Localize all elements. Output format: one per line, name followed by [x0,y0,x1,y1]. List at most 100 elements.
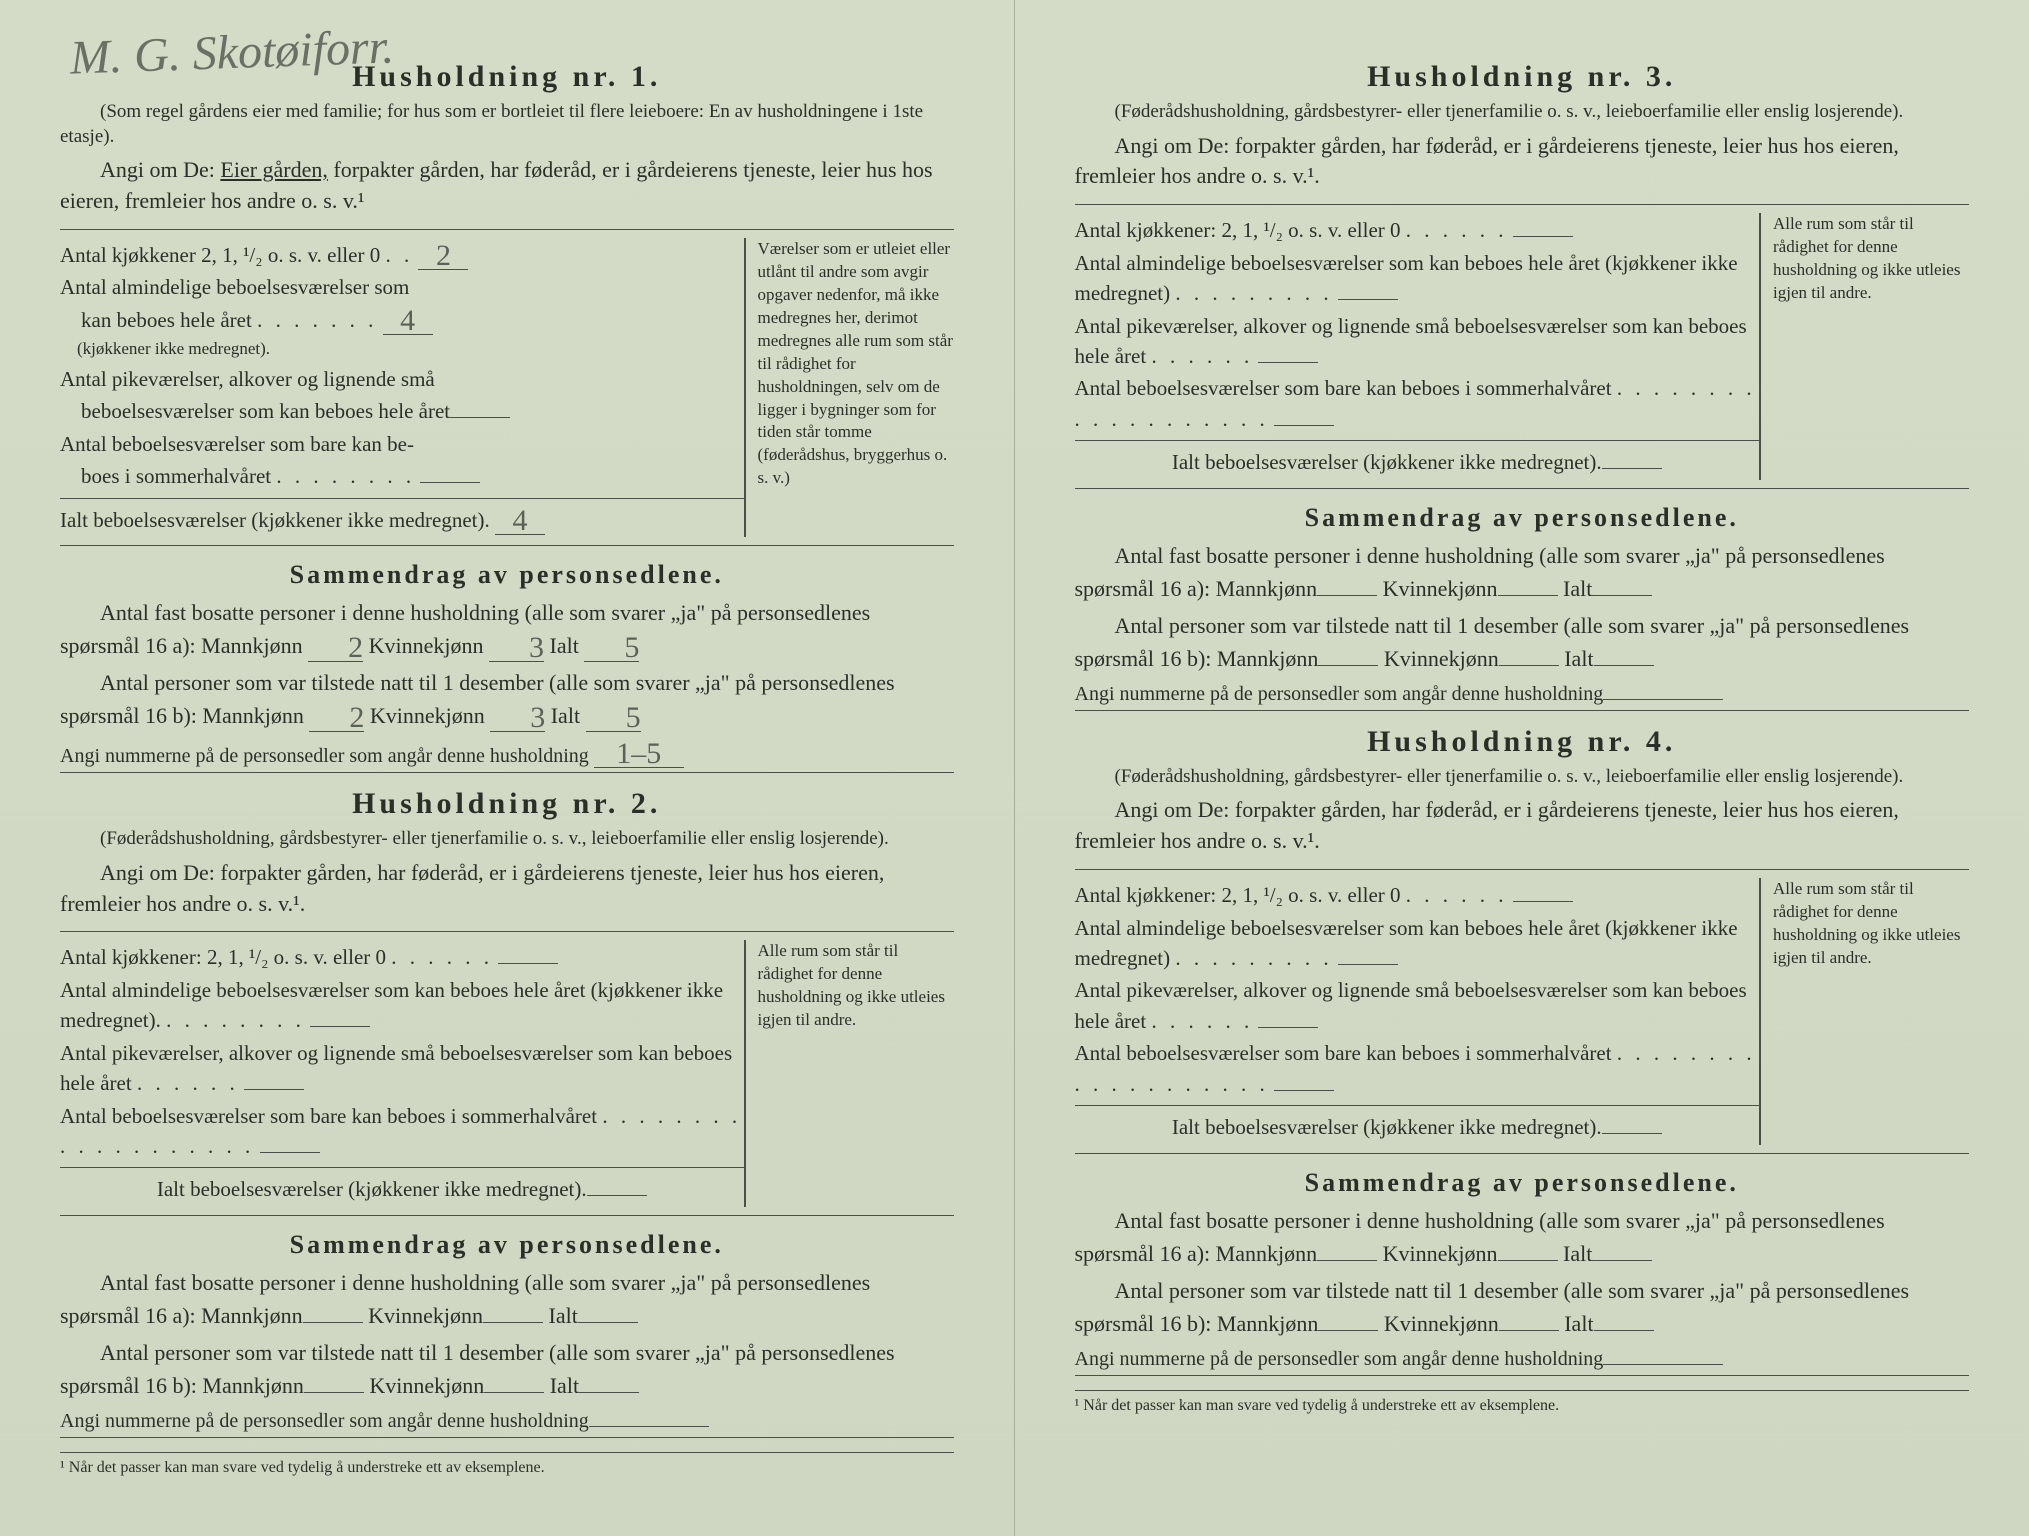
ialt-label-h2b: Ialt [550,1373,579,1398]
nummer-value-2[interactable] [589,1426,709,1427]
summer-rooms-value-2[interactable] [260,1152,320,1153]
household-2-title: Husholdning nr. 2. [60,787,954,821]
nummer-label-3: Angi nummerne på de personsedler som ang… [1075,683,1604,705]
summary-4-title: Sammendrag av personsedlene. [1075,1168,1970,1198]
resident-para-2: Antal fast bosatte personer i denne hush… [60,1266,954,1332]
mann-label-h2b: Mannkjønn [202,1373,303,1398]
nummer-label: Angi nummerne på de personsedler som ang… [60,745,589,767]
present-m-4[interactable] [1318,1330,1378,1331]
resident-m-4[interactable] [1317,1260,1377,1261]
rooms-value-4[interactable] [1338,964,1398,965]
present-total-4[interactable] [1594,1330,1654,1331]
kitchens-label-2: Antal kjøkkener: 2, 1, ¹/₂ o. s. v. elle… [60,945,386,969]
present-m[interactable]: 2 [309,704,364,732]
present-k-3[interactable] [1499,665,1559,666]
resident-k-4[interactable] [1498,1260,1558,1261]
nummer-label-4: Angi nummerne på de personsedler som ang… [1075,1348,1604,1370]
summer-rooms-value[interactable] [420,482,480,483]
household-3-instruction: Angi om De: forpakter gården, har føderå… [1075,131,1970,193]
kitchens-value[interactable]: 2 [418,242,468,270]
total-rooms-value-4[interactable] [1602,1133,1662,1134]
summer-rooms-h4: Antal beboelsesværelser som bare kan beb… [1075,1041,1612,1065]
kitchens-value-2[interactable] [498,963,558,964]
present-m-2[interactable] [304,1392,364,1393]
resident-total-3[interactable] [1592,595,1652,596]
household-1-subtitle: (Som regel gårdens eier med familie; for… [60,100,954,149]
ialt-label: Ialt [550,633,579,658]
present-para-4: Antal personer som var tilstede natt til… [1075,1274,1970,1340]
present-total[interactable]: 5 [586,704,641,732]
total-rooms-value-3[interactable] [1602,468,1662,469]
rooms-value-2[interactable] [310,1026,370,1027]
kitchens-label-4: Antal kjøkkener: 2, 1, ¹/₂ o. s. v. elle… [1075,883,1401,907]
nummer-line-4: Angi nummerne på de personsedler som ang… [1075,1348,1970,1376]
resident-total-2[interactable] [578,1322,638,1323]
present-k-2[interactable] [484,1392,544,1393]
total-rooms-value-2[interactable] [587,1195,647,1196]
resident-m-3[interactable] [1317,595,1377,596]
mann-label-h4: Mannkjønn [1216,1241,1317,1266]
sidebar-4: Alle rum som står til rådighet for denne… [1759,878,1969,1145]
right-page: Husholdning nr. 3. (Føderådshusholdning,… [1015,0,2029,1536]
summer-rooms-value-4[interactable] [1274,1090,1334,1091]
household-1-instruction: Angi om De: Eier gården, forpakter gårde… [60,155,954,217]
small-rooms-1: Antal pikeværelser, alkover og lignende … [60,367,435,391]
sidebar-2: Alle rum som står til rådighet for denne… [744,940,954,1207]
resident-total[interactable]: 5 [584,634,639,662]
present-para-1: Antal personer som var tilstede natt til… [60,666,954,732]
mann-label-h2: Mannkjønn [201,1303,302,1328]
summary-3-title: Sammendrag av personsedlene. [1075,503,1970,533]
present-k[interactable]: 3 [490,704,545,732]
resident-m-2[interactable] [303,1322,363,1323]
sidebar-3: Alle rum som står til rådighet for denne… [1759,213,1969,480]
kvinne-label-h2: Kvinnekjønn [368,1303,483,1328]
resident-total-4[interactable] [1592,1260,1652,1261]
total-rooms-value[interactable]: 4 [495,507,545,535]
small-rooms-value-3[interactable] [1258,362,1318,363]
resident-m[interactable]: 2 [308,634,363,662]
rooms-label-2: kan beboes hele året [81,308,252,332]
kitchens-value-4[interactable] [1513,901,1573,902]
small-rooms-value-4[interactable] [1258,1027,1318,1028]
ialt-label-2: Ialt [551,703,580,728]
footnote-right: ¹ Når det passer kan man svare ved tydel… [1075,1390,1970,1415]
summary-2-title: Sammendrag av personsedlene. [60,1230,954,1260]
present-total-2[interactable] [579,1392,639,1393]
rooms-left-column: Antal kjøkkener 2, 1, ¹/₂ o. s. v. eller… [60,238,744,537]
nummer-label-2: Angi nummerne på de personsedler som ang… [60,1410,589,1432]
present-m-3[interactable] [1318,665,1378,666]
rooms-left-column-2: Antal kjøkkener: 2, 1, ¹/₂ o. s. v. elle… [60,940,744,1207]
resident-k[interactable]: 3 [489,634,544,662]
resident-k-3[interactable] [1498,595,1558,596]
resident-para-4: Antal fast bosatte personer i denne hush… [1075,1204,1970,1270]
rooms-left-column-3: Antal kjøkkener: 2, 1, ¹/₂ o. s. v. elle… [1075,213,1760,480]
household-2-subtitle: (Føderådshusholdning, gårdsbestyrer- ell… [60,827,954,852]
rooms-value-3[interactable] [1338,299,1398,300]
nummer-value-3[interactable] [1603,699,1723,700]
kvinne-label-h4: Kvinnekjønn [1383,1241,1498,1266]
rooms-label-1: Antal almindelige beboelsesværelser som [60,275,409,299]
nummer-value-4[interactable] [1603,1364,1723,1365]
rooms-value[interactable]: 4 [383,307,433,335]
resident-k-2[interactable] [483,1322,543,1323]
present-k-4[interactable] [1499,1330,1559,1331]
nummer-value[interactable]: 1–5 [594,740,684,768]
nummer-line-1: Angi nummerne på de personsedler som ang… [60,740,954,773]
instruction-prefix-4: Angi om De: [1115,797,1230,822]
summary-1-title: Sammendrag av personsedlene. [60,560,954,590]
small-rooms-value-2[interactable] [244,1089,304,1090]
mann-label: Mannkjønn [201,633,302,658]
kvinne-label-h3b: Kvinnekjønn [1384,646,1499,671]
kvinne-label: Kvinnekjønn [369,633,484,658]
rooms-left-column-4: Antal kjøkkener: 2, 1, ¹/₂ o. s. v. elle… [1075,878,1760,1145]
household-3-title: Husholdning nr. 3. [1075,60,1970,94]
small-rooms-value[interactable] [450,417,510,418]
kitchens-value-3[interactable] [1513,236,1573,237]
household-3-subtitle: (Føderådshusholdning, gårdsbestyrer- ell… [1075,100,1970,125]
ialt-label-h2: Ialt [549,1303,578,1328]
present-para-3: Antal personer som var tilstede natt til… [1075,609,1970,675]
present-total-3[interactable] [1594,665,1654,666]
resident-para-3: Antal fast bosatte personer i denne hush… [1075,539,1970,605]
household-4-instruction: Angi om De: forpakter gården, har føderå… [1075,795,1970,857]
summer-rooms-value-3[interactable] [1274,425,1334,426]
